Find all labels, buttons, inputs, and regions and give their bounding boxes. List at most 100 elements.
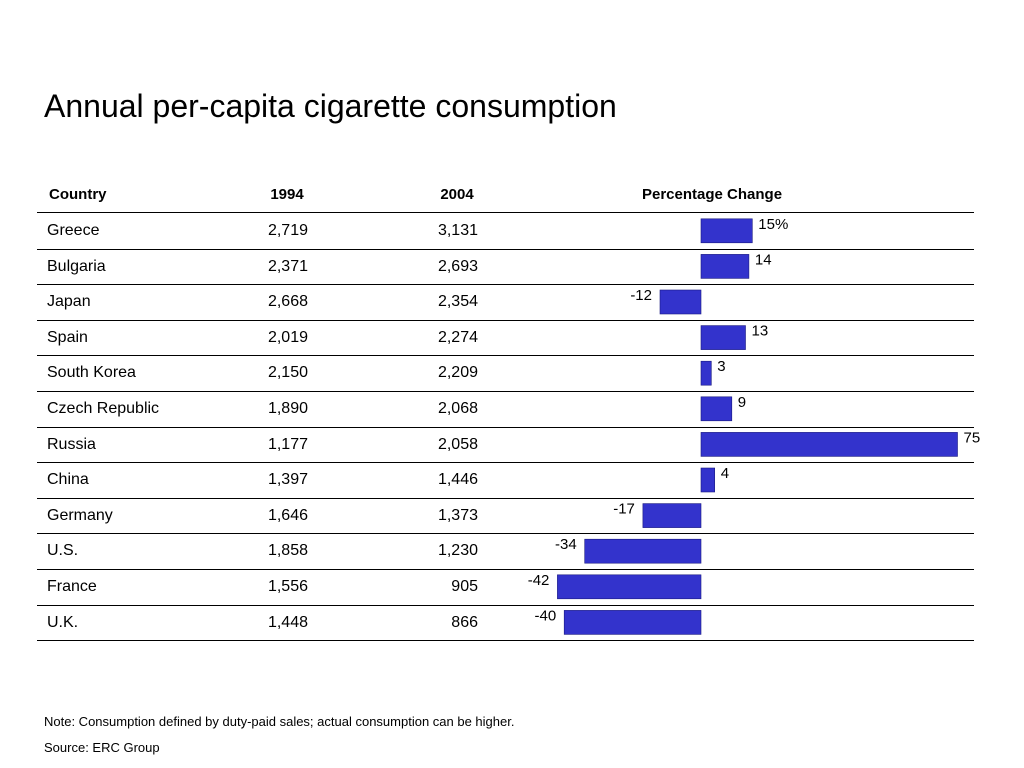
value-1994-cell: 2,150	[267, 364, 308, 382]
value-2004-cell: 1,230	[437, 542, 478, 560]
row-rule-right	[530, 498, 974, 499]
data-label: -42	[528, 572, 550, 589]
row-rule-left	[37, 462, 530, 463]
country-cell: Germany	[47, 506, 113, 524]
table-row: Japan 2,668 2,354	[0, 284, 1024, 320]
row-rule-left	[37, 355, 530, 356]
value-2004-cell: 2,693	[437, 257, 478, 275]
bar-spain	[700, 325, 746, 350]
data-label: 14	[755, 251, 772, 268]
table-row: Russia 1,177 2,058	[0, 427, 1024, 463]
table-row: U.K. 1,448 866	[0, 605, 1024, 641]
row-rule-right	[530, 569, 974, 570]
country-cell: France	[47, 578, 97, 595]
bar-u-k-	[563, 610, 702, 635]
row-rule-right	[530, 533, 974, 534]
data-label: -40	[535, 607, 557, 624]
value-2004-cell: 2,274	[437, 328, 478, 346]
table-row: Bulgaria 2,371 2,693	[0, 249, 1024, 285]
header-rule-right	[530, 212, 974, 213]
data-label: 15%	[758, 216, 788, 233]
row-rule-left	[37, 391, 530, 392]
country-cell: U.S.	[47, 542, 79, 560]
bar-germany	[642, 503, 702, 528]
table-row: South Korea 2,150 2,209	[0, 355, 1024, 391]
country-cell: China	[47, 471, 89, 489]
bar-greece	[700, 218, 753, 244]
row-rule-right	[530, 462, 974, 463]
table-row: Germany 1,646 1,373	[0, 498, 1024, 534]
header-rule-left	[37, 212, 530, 213]
country-cell: Spain	[47, 328, 88, 346]
bar-u-s-	[584, 538, 702, 564]
header-percentage-change: Percentage Change	[642, 186, 783, 203]
value-1994-cell: 1,858	[267, 542, 308, 560]
row-rule-left	[37, 605, 530, 606]
row-rule-right	[530, 605, 974, 606]
row-rule-right	[530, 355, 974, 356]
bar-china	[700, 467, 715, 493]
country-cell: Japan	[47, 293, 91, 311]
bar-bulgaria	[700, 254, 750, 279]
country-cell: Greece	[47, 222, 100, 239]
row-rule-left	[37, 249, 530, 250]
country-cell: Bulgaria	[47, 257, 106, 275]
header-country: Country	[49, 186, 107, 203]
value-1994-cell: 1,448	[267, 613, 308, 631]
bar-japan	[659, 289, 702, 315]
country-cell: Czech Republic	[47, 400, 160, 417]
data-label: -17	[613, 501, 635, 518]
data-label: 13	[752, 323, 769, 340]
data-label: 9	[738, 394, 746, 411]
value-1994-cell: 2,668	[267, 293, 308, 311]
value-2004-cell: 1,373	[437, 506, 478, 524]
row-rule-left	[37, 569, 530, 570]
value-1994-cell: 2,371	[267, 257, 308, 275]
row-rule-left	[37, 640, 530, 641]
value-1994-cell: 1,177	[267, 435, 308, 453]
row-rule-left	[37, 427, 530, 428]
row-rule-left	[37, 498, 530, 499]
header-1994: 1994	[270, 186, 304, 203]
row-rule-left	[37, 320, 530, 321]
data-label: 4	[721, 465, 729, 482]
bar-south-korea	[700, 360, 712, 386]
value-1994-cell: 1,890	[267, 400, 308, 417]
page-title: Annual per-capita cigarette consumption	[44, 88, 617, 124]
value-1994-cell: 2,719	[267, 222, 308, 239]
country-cell: U.K.	[47, 613, 79, 631]
data-label: 3	[717, 358, 725, 375]
value-1994-cell: 1,397	[267, 471, 308, 489]
table-row: China 1,397 1,446	[0, 462, 1024, 498]
row-rule-right	[530, 427, 974, 428]
data-label: -12	[630, 287, 652, 304]
source-note: Source: ERC Group	[44, 740, 160, 755]
table-row: France 1,556 905	[0, 569, 1024, 605]
value-2004-cell: 3,131	[437, 222, 478, 239]
header-2004: 2004	[440, 186, 474, 203]
value-1994-cell: 2,019	[267, 328, 308, 346]
table-row: Spain 2,019 2,274	[0, 320, 1024, 356]
data-label: -34	[555, 536, 577, 553]
row-rule-left	[37, 533, 530, 534]
row-rule-right	[530, 640, 974, 641]
bar-czech-republic	[700, 396, 733, 422]
row-rule-right	[530, 284, 974, 285]
value-2004-cell: 2,058	[437, 435, 478, 453]
value-2004-cell: 2,068	[437, 400, 478, 417]
value-1994-cell: 1,646	[267, 506, 308, 524]
value-2004-cell: 866	[451, 613, 478, 631]
row-rule-right	[530, 249, 974, 250]
country-cell: South Korea	[47, 364, 136, 382]
bar-russia	[700, 432, 958, 457]
value-2004-cell: 905	[451, 578, 478, 595]
country-cell: Russia	[47, 435, 96, 453]
bar-france	[557, 574, 702, 600]
footnote: Note: Consumption defined by duty-paid s…	[44, 714, 515, 729]
row-rule-right	[530, 391, 974, 392]
row-rule-left	[37, 284, 530, 285]
data-label: 75	[964, 429, 981, 446]
table-row: Greece 2,719 3,131	[0, 213, 1024, 249]
